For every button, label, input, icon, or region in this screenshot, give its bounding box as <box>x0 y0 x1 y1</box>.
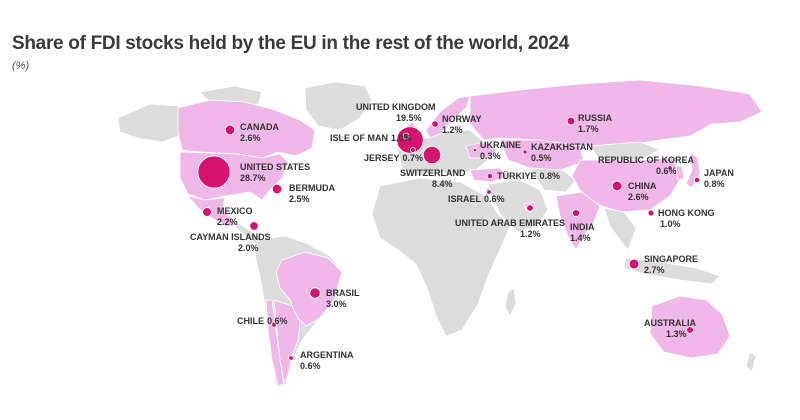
ukraine-landmass <box>465 141 497 159</box>
label-mexico: MEXICO 2.2% <box>217 206 253 227</box>
bubble-united-states[interactable] <box>197 155 231 189</box>
bubble-australia[interactable] <box>686 326 694 334</box>
bubble-bermuda[interactable] <box>271 183 283 195</box>
norway-landmass <box>425 95 471 139</box>
bubble-israel[interactable] <box>486 189 492 195</box>
chile-landmass <box>265 299 285 387</box>
label-kazakhstan: KAZAKHSTAN 0.5% <box>531 142 593 163</box>
label-ukraine: UKRAINE 0.3% <box>480 140 521 161</box>
canada-landmass <box>177 99 316 159</box>
chart-unit: (%) <box>12 60 30 72</box>
mongolia-landmass <box>589 141 661 161</box>
bubble-chile[interactable] <box>271 322 277 328</box>
madagascar-landmass <box>504 287 517 317</box>
bubble-jersey[interactable] <box>410 147 416 153</box>
label-chile: CHILE 0.6% <box>237 316 288 326</box>
label-hong-kong: HONG KONG 1.0% <box>658 208 715 229</box>
bubble-china[interactable] <box>611 180 623 192</box>
label-switzerland: SWITZERLAND 8.4% <box>400 168 466 189</box>
bubble-canada[interactable] <box>224 124 236 136</box>
bubble-layer <box>197 116 701 361</box>
bubble-russia[interactable] <box>566 116 576 126</box>
korea-landmass <box>675 165 685 181</box>
new-zealand-landmass <box>745 351 757 373</box>
label-australia: AUSTRALIA 1.3% <box>644 318 696 339</box>
alaska-landmass <box>117 103 185 143</box>
label-uae: UNITED ARAB EMIRATES 1.2% <box>455 218 565 239</box>
label-canada: CANADA 2.6% <box>240 122 279 143</box>
bubble-mexico[interactable] <box>202 207 212 217</box>
central-asia-landmass <box>529 167 577 193</box>
indonesia-landmass <box>623 257 721 285</box>
label-united-states: UNITED STATES 28.7% <box>240 162 310 183</box>
label-layer: CANADA 2.6% UNITED STATES 28.7% BERMUDA 2.5… <box>190 102 734 371</box>
middle-east-landmass <box>487 179 549 233</box>
label-israel: ISRAEL 0.6% <box>448 194 505 204</box>
label-india: INDIA 1.4% <box>570 222 595 243</box>
africa-landmass <box>371 177 511 337</box>
southeast-asia-landmass <box>603 207 637 251</box>
india-landmass <box>555 191 601 251</box>
bubble-japan[interactable] <box>693 176 701 184</box>
label-singapore: SINGAPORE 2.7% <box>644 254 698 275</box>
label-russia: RUSSIA 1.7% <box>578 113 613 134</box>
label-china: CHINA 2.6% <box>628 181 657 202</box>
chart-title: Share of FDI stocks held by the EU in th… <box>12 33 569 54</box>
united-states-landmass <box>179 151 289 201</box>
bubble-brasil[interactable] <box>309 287 321 299</box>
bubble-norway[interactable] <box>431 120 439 128</box>
label-brasil: BRASIL 3.0% <box>326 288 360 309</box>
label-argentina: ARGENTINA 0.6% <box>300 350 354 371</box>
label-japan: JAPAN 0.8% <box>704 168 734 189</box>
bubble-switzerland[interactable] <box>422 145 442 165</box>
label-jersey: JERSEY 0.7% <box>364 153 423 163</box>
bubble-cayman-islands[interactable] <box>249 221 259 231</box>
bubble-hong-kong[interactable] <box>647 209 655 217</box>
argentina-landmass <box>273 299 301 384</box>
russia-landmass <box>469 79 763 147</box>
bubble-ukraine[interactable] <box>472 147 478 153</box>
label-turkiye: TÜRKIYE 0.8% <box>497 171 560 181</box>
label-cayman-islands: CAYMAN ISLANDS 2.0% <box>190 232 271 253</box>
label-united-kingdom: UNITED KINGDOM 19.5% <box>356 102 436 123</box>
bubble-singapore[interactable] <box>628 258 640 270</box>
brazil-landmass <box>275 251 343 327</box>
bubble-united-kingdom[interactable] <box>396 126 424 154</box>
bubble-korea[interactable] <box>667 165 673 171</box>
bubble-argentina[interactable] <box>288 355 294 361</box>
bubble-india[interactable] <box>572 209 580 217</box>
bubble-turkiye[interactable] <box>486 172 494 180</box>
bubble-uae[interactable] <box>526 204 534 212</box>
label-norway: NORWAY 1.2% <box>442 114 482 135</box>
greenland-landmass <box>304 81 373 131</box>
bubble-isle-of-man[interactable] <box>402 132 410 140</box>
kazakhstan-landmass <box>499 139 585 171</box>
label-bermuda: BERMUDA 2.5% <box>289 183 335 204</box>
label-korea: REPUBLIC OF KOREA 0.6% <box>598 155 695 176</box>
bubble-kazakhstan[interactable] <box>522 149 528 155</box>
label-isle-of-man: ISLE OF MAN 1.0% <box>330 133 412 143</box>
